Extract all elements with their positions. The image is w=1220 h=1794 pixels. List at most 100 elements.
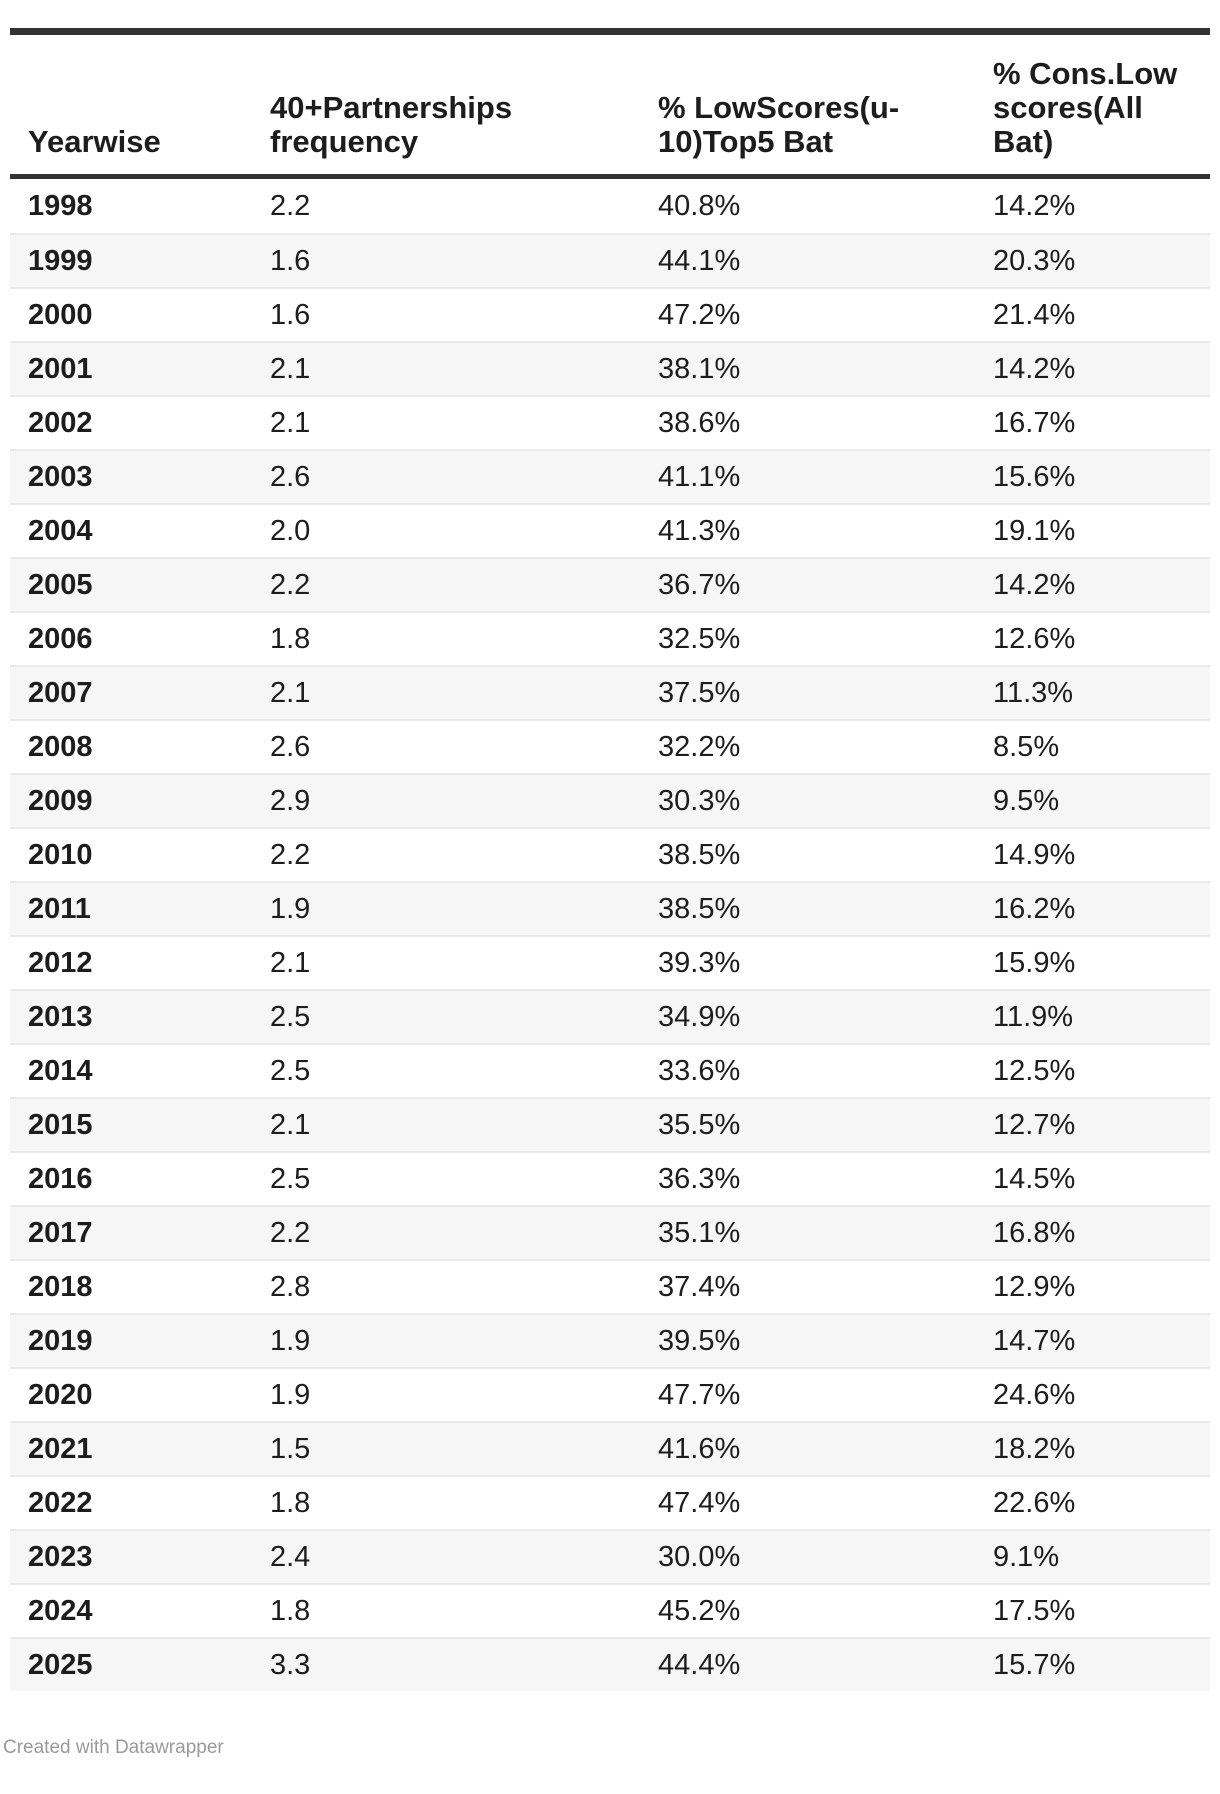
year-cell: 2016 [10,1151,270,1205]
partnerships-frequency-cell: 2.1 [270,395,658,449]
lowscores-top5-cell: 41.1% [658,449,993,503]
cons-lowscores-all-cell: 24.6% [993,1367,1210,1421]
partnerships-frequency-cell: 2.9 [270,773,658,827]
lowscores-top5-cell: 44.4% [658,1637,993,1691]
table-row: 2018 2.8 37.4% 12.9% [10,1259,1210,1313]
partnerships-frequency-cell: 1.8 [270,1583,658,1637]
partnerships-frequency-cell: 1.8 [270,1475,658,1529]
lowscores-top5-cell: 47.7% [658,1367,993,1421]
lowscores-top5-cell: 37.4% [658,1259,993,1313]
partnerships-frequency-cell: 2.5 [270,1151,658,1205]
year-cell: 2010 [10,827,270,881]
table-row: 2016 2.5 36.3% 14.5% [10,1151,1210,1205]
lowscores-top5-cell: 38.6% [658,395,993,449]
cons-lowscores-all-cell: 14.9% [993,827,1210,881]
partnerships-frequency-cell: 2.5 [270,989,658,1043]
yearwise-stats-table: Yearwise 40+Partnerships frequency % Low… [10,28,1210,1691]
year-cell: 2015 [10,1097,270,1151]
cons-lowscores-all-cell: 22.6% [993,1475,1210,1529]
lowscores-top5-cell: 37.5% [658,665,993,719]
year-cell: 2004 [10,503,270,557]
lowscores-top5-cell: 30.0% [658,1529,993,1583]
table-row: 2000 1.6 47.2% 21.4% [10,287,1210,341]
cons-lowscores-all-cell: 16.7% [993,395,1210,449]
cons-lowscores-all-cell: 8.5% [993,719,1210,773]
partnerships-frequency-cell: 2.6 [270,449,658,503]
table-body: 1998 2.2 40.8% 14.2% 1999 1.6 44.1% 20.3% 2000 1.… [10,179,1210,1691]
partnerships-frequency-cell: 3.3 [270,1637,658,1691]
table-row: 2013 2.5 34.9% 11.9% [10,989,1210,1043]
cons-lowscores-all-cell: 14.7% [993,1313,1210,1367]
year-cell: 2014 [10,1043,270,1097]
lowscores-top5-cell: 39.5% [658,1313,993,1367]
year-cell: 2021 [10,1421,270,1475]
table-row: 1998 2.2 40.8% 14.2% [10,179,1210,233]
cons-lowscores-all-cell: 18.2% [993,1421,1210,1475]
lowscores-top5-cell: 44.1% [658,233,993,287]
lowscores-top5-cell: 32.2% [658,719,993,773]
partnerships-frequency-cell: 2.2 [270,827,658,881]
partnerships-frequency-cell: 2.6 [270,719,658,773]
partnerships-frequency-cell: 2.8 [270,1259,658,1313]
year-cell: 2011 [10,881,270,935]
year-cell: 2020 [10,1367,270,1421]
cons-lowscores-all-cell: 21.4% [993,287,1210,341]
table-row: 2010 2.2 38.5% 14.9% [10,827,1210,881]
table-row: 2023 2.4 30.0% 9.1% [10,1529,1210,1583]
lowscores-top5-cell: 34.9% [658,989,993,1043]
table-row: 2017 2.2 35.1% 16.8% [10,1205,1210,1259]
year-cell: 2002 [10,395,270,449]
table-row: 2024 1.8 45.2% 17.5% [10,1583,1210,1637]
year-cell: 2007 [10,665,270,719]
column-header-lowscores-top5: % LowScores(u- 10)Top5 Bat [658,35,993,179]
year-cell: 1999 [10,233,270,287]
cons-lowscores-all-cell: 12.9% [993,1259,1210,1313]
cons-lowscores-all-cell: 15.9% [993,935,1210,989]
table-row: 2009 2.9 30.3% 9.5% [10,773,1210,827]
table-row: 2015 2.1 35.5% 12.7% [10,1097,1210,1151]
partnerships-frequency-cell: 1.9 [270,1313,658,1367]
table-row: 2022 1.8 47.4% 22.6% [10,1475,1210,1529]
credit-link[interactable]: Created with Datawrapper [3,1737,224,1758]
year-cell: 2005 [10,557,270,611]
lowscores-top5-cell: 38.5% [658,827,993,881]
partnerships-frequency-cell: 2.1 [270,665,658,719]
lowscores-top5-cell: 36.7% [658,557,993,611]
year-cell: 2000 [10,287,270,341]
table-header: Yearwise 40+Partnerships frequency % Low… [10,35,1210,179]
table-row: 2008 2.6 32.2% 8.5% [10,719,1210,773]
partnerships-frequency-cell: 1.6 [270,287,658,341]
cons-lowscores-all-cell: 15.6% [993,449,1210,503]
lowscores-top5-cell: 41.3% [658,503,993,557]
cons-lowscores-all-cell: 12.6% [993,611,1210,665]
table-row: 2014 2.5 33.6% 12.5% [10,1043,1210,1097]
year-cell: 2001 [10,341,270,395]
cons-lowscores-all-cell: 19.1% [993,503,1210,557]
table-row: 2002 2.1 38.6% 16.7% [10,395,1210,449]
table-row: 2007 2.1 37.5% 11.3% [10,665,1210,719]
lowscores-top5-cell: 47.4% [658,1475,993,1529]
cons-lowscores-all-cell: 14.2% [993,341,1210,395]
year-cell: 2024 [10,1583,270,1637]
column-header-yearwise: Yearwise [10,35,270,179]
table-row: 2001 2.1 38.1% 14.2% [10,341,1210,395]
table-row: 2005 2.2 36.7% 14.2% [10,557,1210,611]
cons-lowscores-all-cell: 14.2% [993,557,1210,611]
cons-lowscores-all-cell: 9.5% [993,773,1210,827]
lowscores-top5-cell: 36.3% [658,1151,993,1205]
year-cell: 2018 [10,1259,270,1313]
cons-lowscores-all-cell: 14.2% [993,190,1076,222]
partnerships-frequency-cell: 1.8 [270,611,658,665]
partnerships-frequency-cell: 2.1 [270,341,658,395]
year-cell: 2006 [10,611,270,665]
table-row: 2011 1.9 38.5% 16.2% [10,881,1210,935]
cons-lowscores-all-cell: 11.3% [993,665,1210,719]
year-cell: 2008 [10,719,270,773]
table-row: 2004 2.0 41.3% 19.1% [10,503,1210,557]
lowscores-top5-cell: 39.3% [658,935,993,989]
table-row: 2021 1.5 41.6% 18.2% [10,1421,1210,1475]
lowscores-top5-cell: 38.1% [658,341,993,395]
lowscores-top5-cell: 30.3% [658,773,993,827]
year-cell: 2025 [10,1637,270,1691]
cons-lowscores-all-cell: 14.5% [993,1151,1210,1205]
